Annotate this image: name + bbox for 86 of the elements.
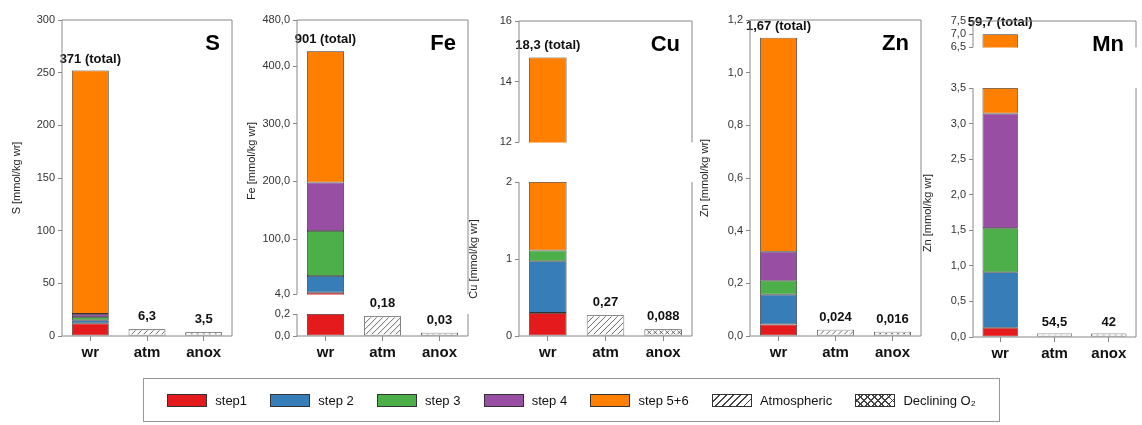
y-tick-label: 2 (505, 175, 512, 188)
text: Fe (430, 30, 456, 55)
y-tick-label: 150 (36, 171, 55, 184)
data-label: 3,5 (194, 311, 213, 327)
y-tick-label: 0,0 (950, 330, 966, 343)
legend-label: step 5+6 (638, 392, 689, 408)
x-tick-label: atm (133, 343, 161, 361)
y-tick-label: 0,2 (274, 307, 290, 320)
y-tick-label: 12 (499, 135, 512, 148)
y-tick-label: 7,0 (950, 27, 966, 40)
y-axis-title: Zn [mmol/kg wr] (698, 138, 710, 218)
y-tick-label: 480,0 (262, 13, 290, 26)
legend-label: step1 (215, 392, 248, 408)
legend-label: step 2 (318, 392, 354, 408)
annotation: 901 (total) (294, 31, 357, 47)
annotation: 371 (total) (59, 50, 122, 66)
y-tick-label: 50 (42, 276, 55, 289)
y-tick-label: 3,0 (950, 116, 966, 129)
legend-label: step 4 (531, 392, 568, 408)
y-tick-label: 0,0 (274, 329, 290, 342)
y-tick-label: 200,0 (262, 174, 290, 187)
data-label: 0,024 (819, 308, 853, 324)
y-axis-title: Zn [mmol/kg wr] (921, 173, 933, 252)
x-tick-label: anox (421, 343, 458, 361)
annotation: 18,3 (total) (515, 37, 581, 53)
x-tick-label: anox (645, 343, 682, 361)
y-tick-label: 3,5 (950, 81, 966, 94)
data-label: 6,3 (137, 308, 157, 324)
data-label: 0,18 (369, 295, 396, 311)
y-tick-label: 0,8 (727, 118, 743, 131)
text: Mn (1092, 31, 1124, 56)
x-tick-label: anox (874, 343, 911, 361)
y-tick-label: 7,5 (950, 14, 966, 27)
annotation: 1,67 (total) (745, 17, 812, 33)
y-tick-label: 0 (505, 329, 512, 342)
annotation: 42 (1101, 313, 1117, 329)
y-tick-label: 250 (36, 65, 55, 78)
legend-label: Atmospheric (759, 392, 833, 408)
y-tick-label: 0,6 (727, 171, 743, 184)
data-label: 0,03 (426, 311, 453, 327)
text: Zn (882, 30, 909, 55)
y-tick-label: 0,5 (950, 294, 966, 307)
y-tick-label: 2,0 (950, 187, 966, 200)
text: Cu (650, 31, 680, 56)
legend-label: step 3 (425, 392, 461, 408)
y-tick-label: 1 (505, 252, 512, 265)
x-tick-label: wr (538, 343, 557, 361)
y-tick-label: 0,4 (727, 223, 743, 236)
y-tick-label: 100 (36, 223, 55, 236)
y-tick-label: 0 (48, 329, 55, 342)
y-tick-label: 1,2 (727, 13, 743, 26)
y-axis-title: Fe [mmol/kg wr] (245, 121, 257, 201)
y-tick-label: 0,0 (727, 329, 743, 342)
y-tick-label: 16 (499, 14, 512, 27)
x-tick-label: atm (592, 343, 619, 361)
y-tick-label: 1,5 (950, 223, 966, 236)
y-tick-label: 1,0 (727, 65, 743, 78)
annotation: 59,7 (total) (967, 14, 1033, 30)
y-axis-title: S [mmol/kg wr] (10, 141, 22, 215)
y-tick-label: 4,0 (274, 287, 290, 300)
y-tick-label: 100,0 (262, 232, 290, 245)
y-tick-label: 6,5 (950, 40, 966, 53)
x-tick-label: atm (1041, 344, 1068, 362)
x-tick-label: wr (990, 344, 1010, 362)
x-tick-label: wr (768, 343, 788, 361)
data-label: 0,27 (592, 294, 619, 310)
y-tick-label: 200 (36, 118, 55, 131)
data-label: 0,088 (646, 308, 680, 324)
text: S (205, 30, 220, 55)
annotation: 54,5 (1041, 313, 1068, 329)
data-label: 0,016 (876, 310, 909, 326)
y-tick-label: 2,5 (950, 152, 966, 165)
y-tick-label: 0,2 (727, 276, 743, 289)
x-tick-label: wr (315, 343, 335, 361)
x-tick-label: anox (1091, 344, 1127, 362)
x-tick-label: atm (822, 343, 849, 361)
x-tick-label: wr (80, 343, 100, 361)
y-tick-label: 300 (36, 13, 55, 26)
x-tick-label: atm (369, 343, 396, 361)
y-axis-title: Cu [mmol/kg wr] (467, 219, 479, 299)
y-tick-label: 14 (499, 74, 512, 87)
y-tick-label: 1,0 (950, 258, 966, 271)
y-tick-label: 400,0 (262, 59, 290, 72)
x-tick-label: anox (186, 343, 222, 361)
y-tick-label: 300,0 (262, 116, 290, 129)
legend-label: Declining O₂ (903, 392, 976, 408)
